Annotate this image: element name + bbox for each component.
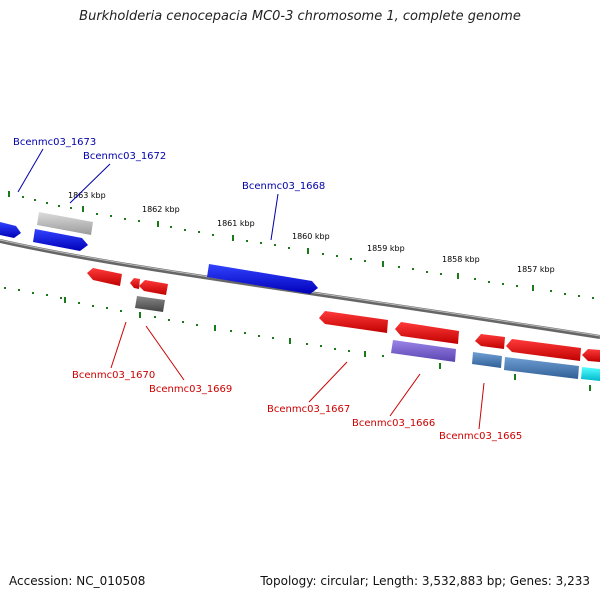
reverse-genes (87, 268, 600, 381)
gene-label-bcenmc03-1672[interactable]: Bcenmc03_1672 (83, 151, 166, 162)
label-leaders-top (17, 148, 279, 241)
tick-label: 1858 kbp (442, 255, 480, 264)
tick-label: 1859 kbp (367, 244, 405, 253)
tick-label: 1862 kbp (142, 205, 180, 214)
accession-text: Accession: NC_010508 (9, 574, 146, 588)
label-leaders-bottom (110, 321, 485, 430)
gene-bcenmc03-1666[interactable] (391, 340, 456, 362)
tick-label: 1863 kbp (68, 191, 106, 200)
kbp-scale: 1863 kbp 1862 kbp 1861 kbp 1860 kbp 1859… (68, 191, 555, 274)
gene-bcenmc03-1673[interactable] (0, 222, 21, 238)
gene-red-reverse-e[interactable] (506, 339, 581, 361)
tick-track-top (8, 191, 594, 299)
gene-label-bcenmc03-1670[interactable]: Bcenmc03_1670 (72, 370, 155, 381)
gene-bcenmc03-1668[interactable] (207, 264, 318, 294)
forward-genes (0, 212, 318, 294)
tick-label: 1857 kbp (517, 265, 555, 274)
gene-bcenmc03-1672[interactable] (37, 212, 93, 235)
gene-label-bcenmc03-1668[interactable]: Bcenmc03_1668 (242, 181, 325, 192)
topology-text: Topology: circular; Length: 3,532,883 bp… (260, 574, 590, 588)
gene-label-bcenmc03-1667[interactable]: Bcenmc03_1667 (267, 404, 350, 415)
map-title: Burkholderia cenocepacia MC0-3 chromosom… (79, 9, 521, 24)
gene-label-bcenmc03-1665[interactable]: Bcenmc03_1665 (439, 431, 522, 442)
gene-label-bcenmc03-1673[interactable]: Bcenmc03_1673 (13, 137, 96, 148)
tick-label: 1861 kbp (217, 219, 255, 228)
tick-track-bottom (4, 287, 591, 391)
gene-steel-reverse[interactable] (504, 357, 579, 379)
gene-cyan-reverse[interactable] (581, 367, 600, 381)
gene-red-reverse-c[interactable] (395, 322, 459, 344)
gene-red-reverse-b[interactable] (139, 280, 168, 295)
gene-red-reverse-f[interactable] (582, 349, 600, 362)
gene-blue-forward[interactable] (33, 229, 88, 251)
gene-red-reverse[interactable] (87, 268, 122, 286)
gene-bcenmc03-1667[interactable] (319, 311, 388, 333)
gene-bcenmc03-1670[interactable] (130, 278, 140, 289)
gene-labels-top: Bcenmc03_1673 Bcenmc03_1672 Bcenmc03_166… (13, 137, 325, 192)
gene-bcenmc03-1669[interactable] (135, 296, 165, 312)
gene-labels-bottom: Bcenmc03_1670 Bcenmc03_1669 Bcenmc03_166… (72, 370, 522, 442)
gene-red-reverse-d[interactable] (475, 334, 505, 349)
tick-label: 1860 kbp (292, 232, 330, 241)
gene-label-bcenmc03-1669[interactable]: Bcenmc03_1669 (149, 384, 232, 395)
gene-label-bcenmc03-1666[interactable]: Bcenmc03_1666 (352, 418, 435, 429)
gene-bcenmc03-1665[interactable] (472, 352, 502, 368)
